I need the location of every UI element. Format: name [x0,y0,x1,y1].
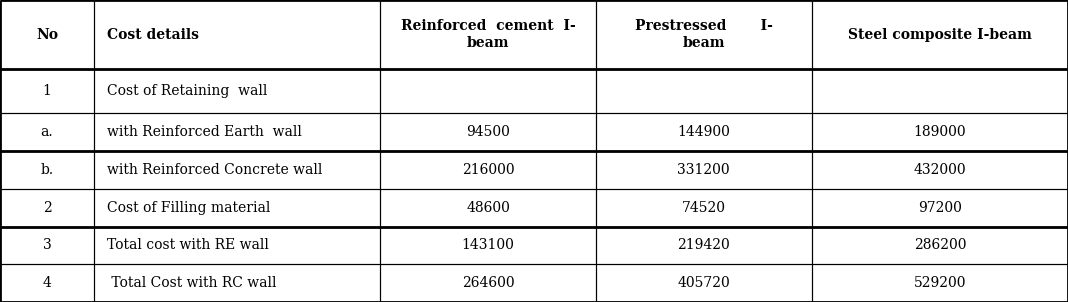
Text: Reinforced  cement  I-
beam: Reinforced cement I- beam [400,19,576,50]
Text: Steel composite I-beam: Steel composite I-beam [848,28,1032,42]
Text: Total Cost with RC wall: Total Cost with RC wall [107,276,277,290]
Text: 97200: 97200 [917,201,962,215]
Text: Cost of Retaining  wall: Cost of Retaining wall [107,84,267,98]
Text: 94500: 94500 [466,125,511,139]
Text: Cost of Filling material: Cost of Filling material [107,201,270,215]
Text: a.: a. [41,125,53,139]
Text: 48600: 48600 [466,201,511,215]
Text: Prestressed       I-
beam: Prestressed I- beam [634,19,773,50]
Text: 286200: 286200 [913,238,967,252]
Text: 331200: 331200 [677,163,731,177]
Text: Total cost with RE wall: Total cost with RE wall [107,238,269,252]
Text: 264600: 264600 [461,276,515,290]
Text: Cost details: Cost details [107,28,199,42]
Text: No: No [36,28,58,42]
Text: 144900: 144900 [677,125,731,139]
Text: 405720: 405720 [677,276,731,290]
Text: 1: 1 [43,84,51,98]
Text: 189000: 189000 [913,125,967,139]
Text: with Reinforced Concrete wall: with Reinforced Concrete wall [107,163,323,177]
Text: 219420: 219420 [677,238,731,252]
Text: 529200: 529200 [913,276,967,290]
Text: 74520: 74520 [681,201,726,215]
Text: with Reinforced Earth  wall: with Reinforced Earth wall [107,125,301,139]
Text: b.: b. [41,163,53,177]
Text: 216000: 216000 [461,163,515,177]
Text: 432000: 432000 [913,163,967,177]
Text: 143100: 143100 [461,238,515,252]
Text: 2: 2 [43,201,51,215]
Text: 4: 4 [43,276,51,290]
Text: 3: 3 [43,238,51,252]
